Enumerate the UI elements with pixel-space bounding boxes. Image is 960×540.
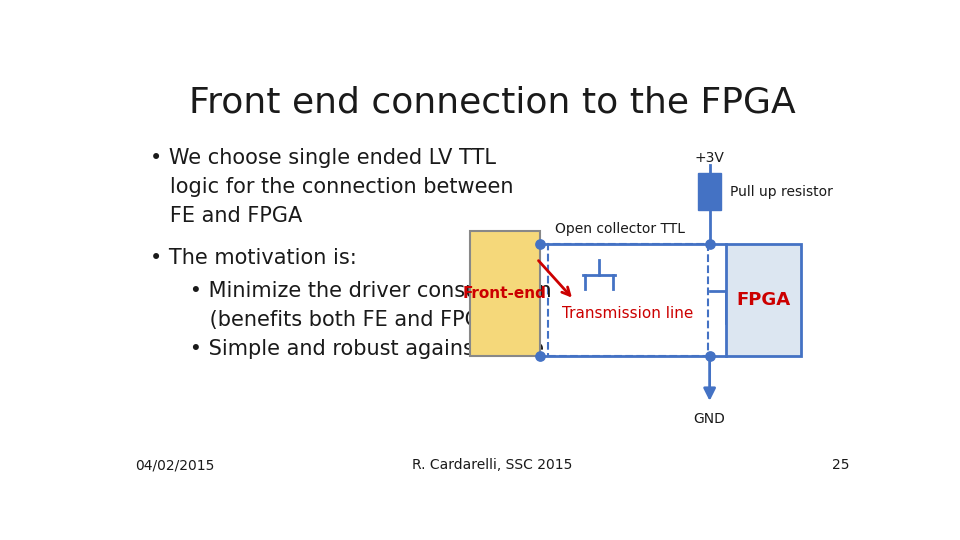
Text: • We choose single ended LV TTL: • We choose single ended LV TTL [150,148,495,168]
Text: GND: GND [694,412,726,426]
Bar [699,173,721,210]
Text: FE and FPGA: FE and FPGA [150,206,302,226]
Text: 04/02/2015: 04/02/2015 [134,458,214,472]
Point [702,239,717,248]
Text: Pull up resistor: Pull up resistor [730,185,832,199]
Text: 25: 25 [831,458,849,472]
Point [533,239,548,248]
Text: Transmission line: Transmission line [563,306,693,321]
Text: (benefits both FE and FPGA): (benefits both FE and FPGA) [150,310,503,330]
Text: Front end connection to the FPGA: Front end connection to the FPGA [188,85,796,119]
FancyBboxPatch shape [469,231,540,356]
Text: +3V: +3V [695,151,725,165]
Text: R. Cardarelli, SSC 2015: R. Cardarelli, SSC 2015 [412,458,572,472]
FancyBboxPatch shape [727,244,801,356]
Text: • The motivation is:: • The motivation is: [150,248,356,268]
Text: logic for the connection between: logic for the connection between [150,177,514,197]
Text: Front-end: Front-end [463,286,547,301]
Text: • Minimize the driver consumption: • Minimize the driver consumption [150,281,551,301]
Point [533,352,548,360]
Text: Open collector TTL: Open collector TTL [555,222,685,236]
Point [702,352,717,360]
Text: FPGA: FPGA [736,291,791,309]
Text: • Simple and robust against noise: • Simple and robust against noise [150,339,544,359]
